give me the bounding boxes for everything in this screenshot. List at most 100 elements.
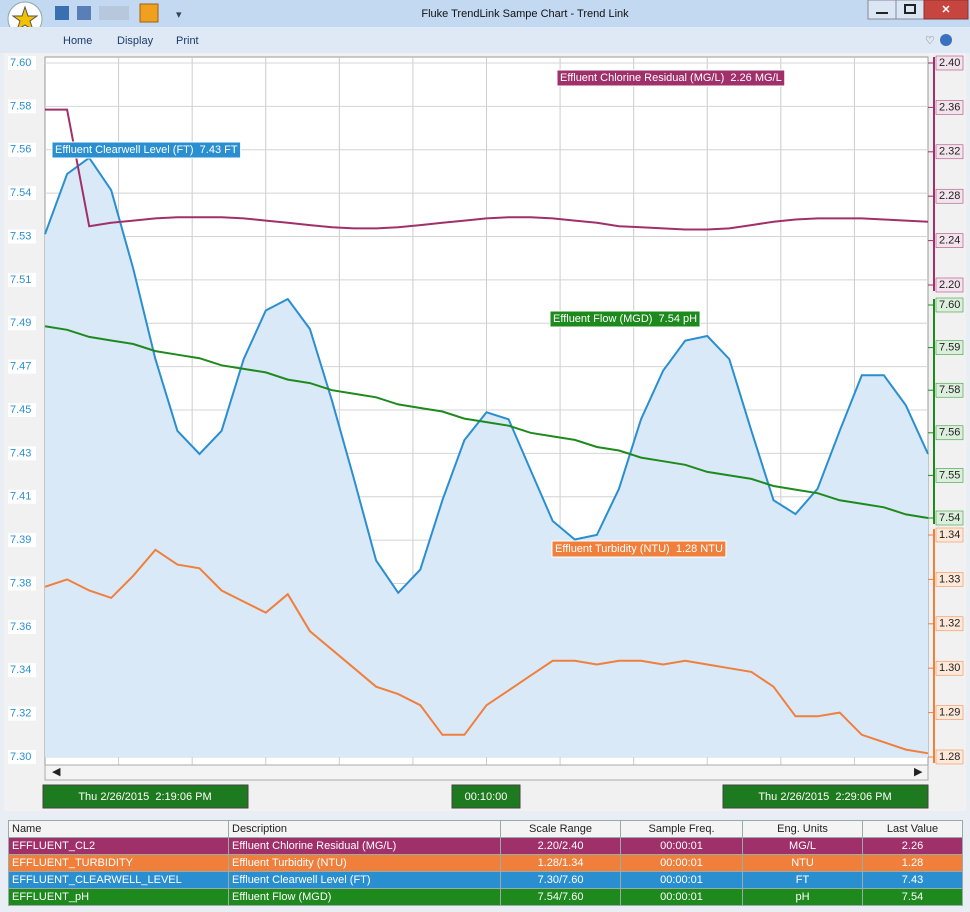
table-cell: EFFLUENT_CL2 [8,837,229,855]
series-line [45,108,929,231]
y-tick-box [8,56,36,70]
y-tick-label: 7.41 [10,491,31,503]
y-tick-label: 7.43 [10,447,31,459]
table-cell: EFFLUENT_CLEARWELL_LEVEL [8,871,229,889]
y-tick-label: 7.36 [10,621,31,633]
menu-item[interactable]: Print [176,35,199,47]
y2-tick-box [935,572,964,587]
series-tag-box [551,540,727,558]
y2-tick-box [935,233,964,248]
table-row[interactable]: EFFLUENT_pH Effluent Flow (MGD) 7.54/7.60 0… [8,888,963,906]
y2-tick-label: 1.32 [939,618,960,630]
y-tick-box [8,272,36,287]
table-row[interactable]: EFFLUENT_TURBIDITY Effluent Turbidity (NT… [8,854,963,872]
close-button[interactable] [923,0,969,20]
menu-item[interactable]: Display [117,35,154,47]
title-bar [0,0,970,27]
y2-tick-box [935,382,964,398]
table-row[interactable]: EFFLUENT_CLEARWELL_LEVEL Effluent Clearwe… [8,871,963,889]
maximize-button[interactable] [895,0,925,20]
y2-tick-box [935,527,964,543]
column-header[interactable]: Description [228,820,501,838]
series-line [44,156,929,595]
logo-star [11,5,39,32]
table-cell: 00:00:01 [620,854,743,872]
series-tag-box [549,310,701,328]
y-tick-label: 7.32 [10,708,31,720]
y2-tick-label: 2.28 [939,190,960,202]
toolbar-icon[interactable] [55,6,69,20]
table-cell: 1.28 [862,854,963,872]
table-cell: Effluent Chlorine Residual (MG/L) [228,837,501,855]
menu-bar [0,27,970,53]
y2-tick-box [935,188,964,204]
ribbon-toggle[interactable]: ♡ [925,35,935,47]
tag-table: Name Description Scale Range Sample Freq. En… [8,820,963,906]
column-header[interactable]: Eng. Units [742,820,863,838]
time-end-box [722,784,929,809]
table-row[interactable]: EFFLUENT_CL2 Effluent Chlorine Residual (… [8,837,963,855]
table-cell: NTU [742,854,863,872]
y-tick-box [8,533,36,548]
scrollbar[interactable] [44,764,929,781]
y2-tick-label: 1.29 [939,707,960,719]
toolbar-icon[interactable] [99,6,129,20]
scroll-right[interactable]: ▶ [914,766,923,778]
y2-tick-label: 7.60 [939,299,960,311]
y2-tick-label: 1.34 [939,529,960,541]
y-tick-label: 7.56 [10,144,31,156]
y2-tick-label: 2.36 [939,101,960,113]
y-tick-label: 7.51 [10,274,31,286]
y-tick-box [8,706,36,721]
y-tick-box [8,663,36,678]
column-header[interactable]: Scale Range [500,820,621,838]
y2-tick-label: 2.40 [939,57,960,69]
y2-tick-box [935,144,964,160]
y-tick-box [8,229,36,244]
y2-tick-box [935,660,964,676]
y2-tick-label: 7.56 [939,427,960,439]
y-tick-label: 7.45 [10,404,31,416]
window-title: Fluke TrendLink Sampe Chart - Trend Link [421,8,629,20]
series-tag: Effluent Turbidity (NTU) 1.28 NTU [555,543,723,555]
column-header[interactable]: Sample Freq. [620,820,743,838]
toolbar-icon[interactable] [77,6,91,20]
y-tick-label: 7.60 [10,57,31,69]
y-tick-box [8,99,36,114]
y2-tick-box [935,425,964,441]
series-tag: Effluent Flow (MGD) 7.54 pH [553,313,697,325]
y2-tick-label: 1.33 [939,573,960,585]
table-cell: 00:00:01 [620,837,743,855]
table-cell: 2.20/2.40 [500,837,621,855]
y2-tick-box [935,616,964,632]
y-tick-box [8,359,36,374]
maximize-glyph [904,4,916,14]
menu-item[interactable]: Home [63,35,92,47]
y2-tick-box [935,749,964,765]
scroll-left[interactable]: ◀ [52,766,61,778]
y2-tick-box [935,468,964,483]
y-tick-box [8,403,36,417]
y2-tick-label: 1.28 [939,751,960,763]
column-header[interactable]: Last Value [862,820,963,838]
y2-tick-label: 2.32 [939,146,960,158]
minimize-button[interactable] [867,0,897,20]
toolbar-icon[interactable] [139,3,159,23]
y2-tick-label: 1.30 [939,662,960,674]
series-area [45,157,928,758]
help-button[interactable] [940,34,952,46]
table-cell: Effluent Clearwell Level (FT) [228,871,501,889]
y-tick-box [8,489,36,504]
column-header[interactable]: Name [8,820,229,838]
y-tick-box [8,619,36,634]
y2-tick-box [935,705,964,720]
y-tick-box [8,576,36,591]
y2-tick-label: 2.24 [939,235,960,247]
toolbar-menu[interactable]: ▾ [176,9,182,21]
time-start-box [42,784,249,809]
time-span-box [451,784,521,809]
y2-tick-box [935,277,964,293]
y-tick-box [8,186,36,201]
